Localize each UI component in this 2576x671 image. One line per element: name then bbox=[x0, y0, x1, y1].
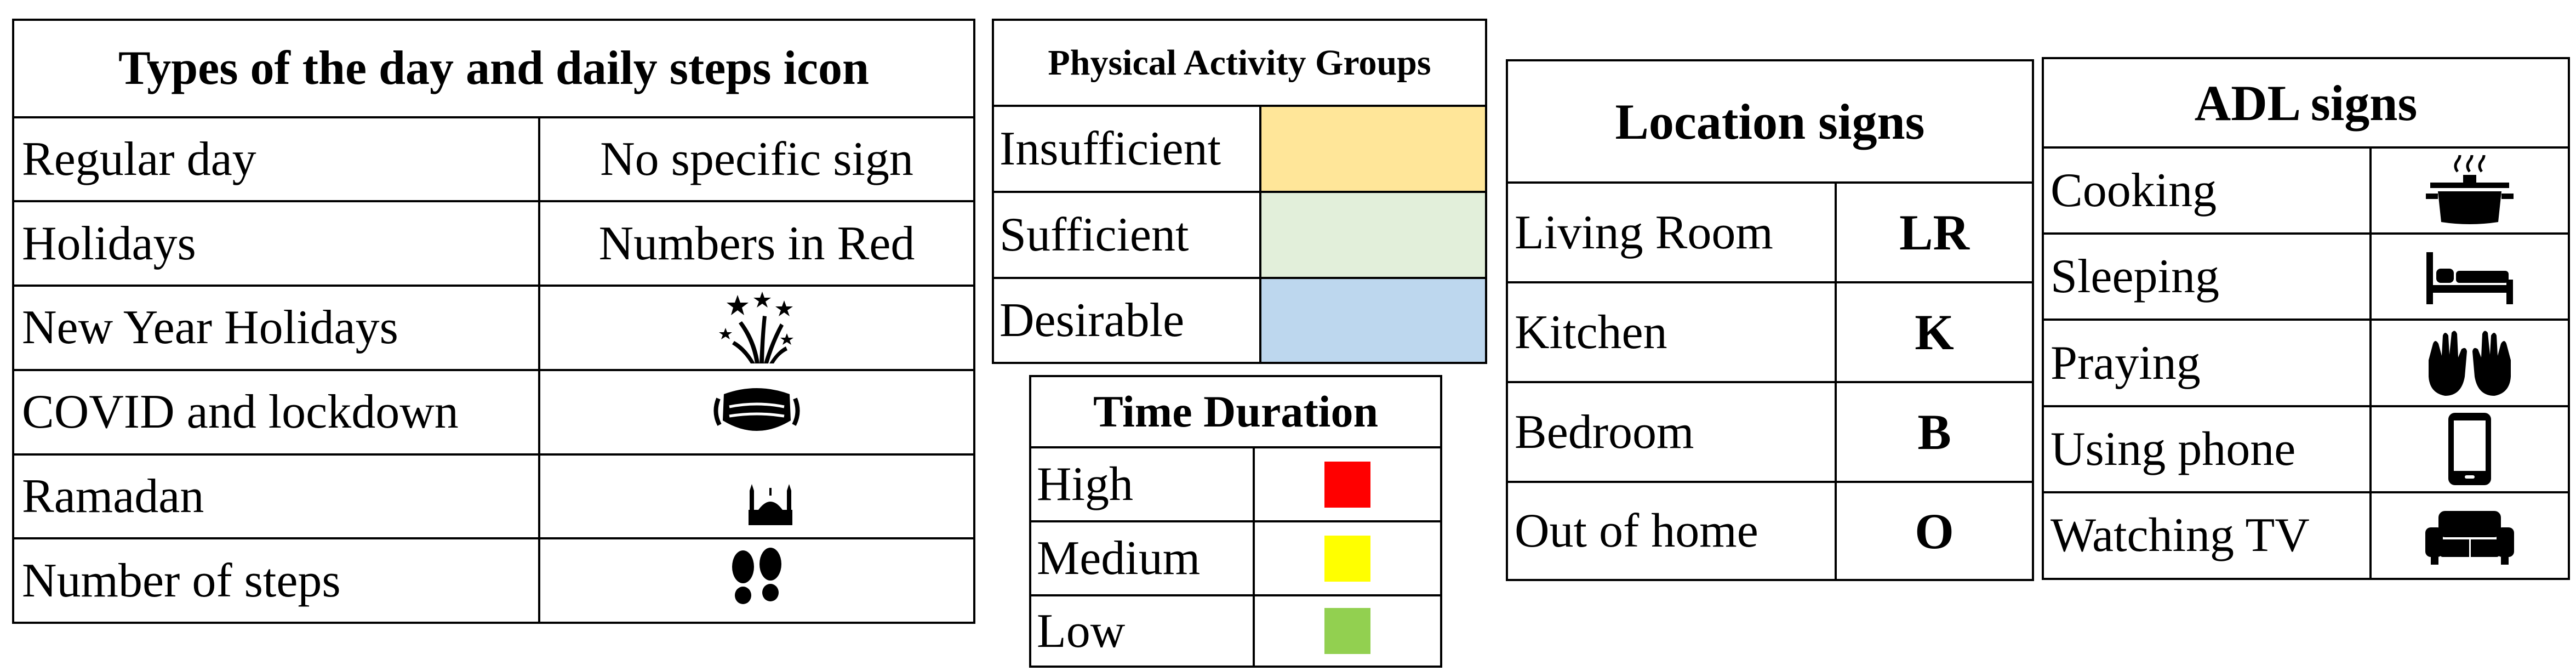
adl-signs-title: ADL signs bbox=[2044, 59, 2568, 149]
day-type-label: Holidays bbox=[14, 202, 540, 285]
day-type-label: Regular day bbox=[14, 118, 540, 201]
location-signs-title: Location signs bbox=[1508, 61, 2032, 184]
table-row: Low bbox=[1031, 596, 1440, 666]
adl-label: Using phone bbox=[2044, 407, 2372, 491]
location-label: Bedroom bbox=[1508, 383, 1837, 481]
sofa-icon bbox=[2425, 510, 2514, 565]
adl-signs-table: ADL signs Cooking Sleeping bbox=[2042, 57, 2570, 580]
table-row: Sleeping bbox=[2044, 235, 2568, 321]
cooking-pot-icon bbox=[2426, 155, 2514, 224]
table-row: Holidays Numbers in Red bbox=[14, 202, 973, 287]
table-row: COVID and lockdown bbox=[14, 371, 973, 456]
adl-label: Sleeping bbox=[2044, 235, 2372, 319]
location-sign: LR bbox=[1899, 204, 1969, 260]
table-row: Out of home O bbox=[1508, 483, 2032, 579]
activity-group-label: Sufficient bbox=[994, 193, 1261, 277]
activity-color-swatch bbox=[1261, 107, 1485, 191]
footprints-icon bbox=[732, 548, 781, 605]
location-sign: O bbox=[1915, 503, 1954, 559]
duration-label: Medium bbox=[1031, 522, 1255, 594]
adl-label: Cooking bbox=[2044, 149, 2372, 233]
day-type-label: Number of steps bbox=[14, 539, 540, 622]
table-row: New Year Holidays bbox=[14, 287, 973, 371]
activity-group-label: Insufficient bbox=[994, 107, 1261, 191]
time-duration-table: Time Duration High Medium Low bbox=[1029, 375, 1442, 668]
duration-color-square bbox=[1324, 608, 1370, 654]
table-row: Ramadan bbox=[14, 455, 973, 540]
location-sign: B bbox=[1917, 404, 1951, 460]
table-row: Sufficient bbox=[994, 193, 1485, 279]
location-sign: K bbox=[1915, 304, 1954, 360]
day-type-label: New Year Holidays bbox=[14, 287, 540, 369]
activity-group-label: Desirable bbox=[994, 279, 1261, 362]
adl-label: Praying bbox=[2044, 321, 2372, 405]
day-type-label: COVID and lockdown bbox=[14, 371, 540, 453]
activity-color-swatch bbox=[1261, 279, 1485, 362]
crescent-mosque-icon bbox=[728, 460, 792, 533]
smartphone-icon bbox=[2448, 413, 2491, 486]
table-row: Living Room LR bbox=[1508, 184, 2032, 283]
activity-groups-table: Physical Activity Groups Insufficient Su… bbox=[992, 19, 1487, 364]
day-type-sign: Numbers in Red bbox=[598, 217, 915, 270]
table-row: Insufficient bbox=[994, 107, 1485, 193]
duration-label: High bbox=[1031, 448, 1255, 520]
table-row: Kitchen K bbox=[1508, 283, 2032, 383]
day-types-table: Types of the day and daily steps icon Re… bbox=[12, 19, 975, 624]
location-label: Kitchen bbox=[1508, 283, 1837, 381]
adl-label: Watching TV bbox=[2044, 493, 2372, 578]
praying-hands-icon bbox=[2429, 331, 2511, 396]
table-row: Regular day No specific sign bbox=[14, 118, 973, 203]
time-duration-title: Time Duration bbox=[1031, 377, 1440, 448]
bed-icon bbox=[2426, 252, 2513, 304]
duration-color-square bbox=[1324, 535, 1370, 582]
table-row: Using phone bbox=[2044, 407, 2568, 493]
duration-color-square bbox=[1324, 461, 1370, 508]
table-row: Praying bbox=[2044, 321, 2568, 407]
fireworks-icon bbox=[719, 291, 793, 363]
face-mask-icon bbox=[713, 388, 800, 431]
location-label: Living Room bbox=[1508, 184, 1837, 281]
duration-label: Low bbox=[1031, 596, 1255, 666]
table-row: Medium bbox=[1031, 522, 1440, 596]
location-label: Out of home bbox=[1508, 483, 1837, 579]
table-row: Cooking bbox=[2044, 149, 2568, 235]
day-type-label: Ramadan bbox=[14, 455, 540, 538]
activity-color-swatch bbox=[1261, 193, 1485, 277]
table-row: Watching TV bbox=[2044, 493, 2568, 578]
activity-groups-title: Physical Activity Groups bbox=[994, 21, 1485, 107]
day-types-title: Types of the day and daily steps icon bbox=[14, 21, 973, 118]
location-signs-table: Location signs Living Room LR Kitchen K … bbox=[1506, 59, 2034, 581]
table-row: Desirable bbox=[994, 279, 1485, 362]
table-row: High bbox=[1031, 448, 1440, 522]
table-row: Number of steps bbox=[14, 539, 973, 622]
table-row: Bedroom B bbox=[1508, 383, 2032, 483]
day-type-sign: No specific sign bbox=[600, 133, 913, 186]
